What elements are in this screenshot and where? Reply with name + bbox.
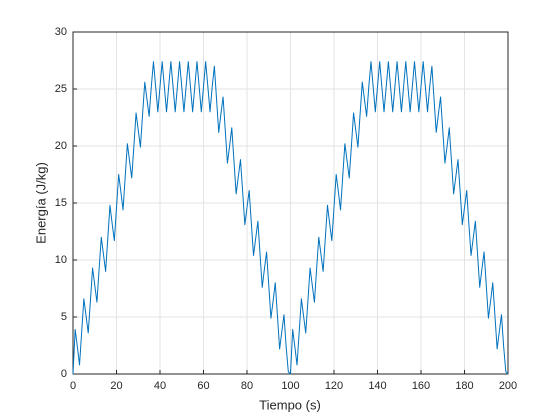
y-tick-label: 15 (55, 197, 67, 209)
x-tick-label: 40 (154, 380, 166, 392)
y-tick-label: 30 (55, 26, 67, 38)
x-tick-label: 160 (412, 380, 430, 392)
x-tick-label: 120 (325, 380, 343, 392)
x-tick-label: 140 (368, 380, 386, 392)
x-tick-label: 0 (70, 380, 76, 392)
x-tick-label: 80 (241, 380, 253, 392)
y-tick-label: 0 (61, 368, 67, 380)
y-tick-label: 25 (55, 83, 67, 95)
x-tick-label: 200 (499, 380, 517, 392)
y-tick-label: 20 (55, 140, 67, 152)
y-tick-label: 5 (61, 311, 67, 323)
x-tick-label: 180 (455, 380, 473, 392)
series-line (72, 61, 509, 375)
y-axis-label: Energía (J/kg) (33, 162, 48, 244)
x-axis-label: Tiempo (s) (259, 397, 321, 412)
x-tick-label: 20 (110, 380, 122, 392)
y-tick-label: 10 (55, 254, 67, 266)
x-tick-label: 100 (281, 380, 299, 392)
x-tick-label: 60 (197, 380, 209, 392)
